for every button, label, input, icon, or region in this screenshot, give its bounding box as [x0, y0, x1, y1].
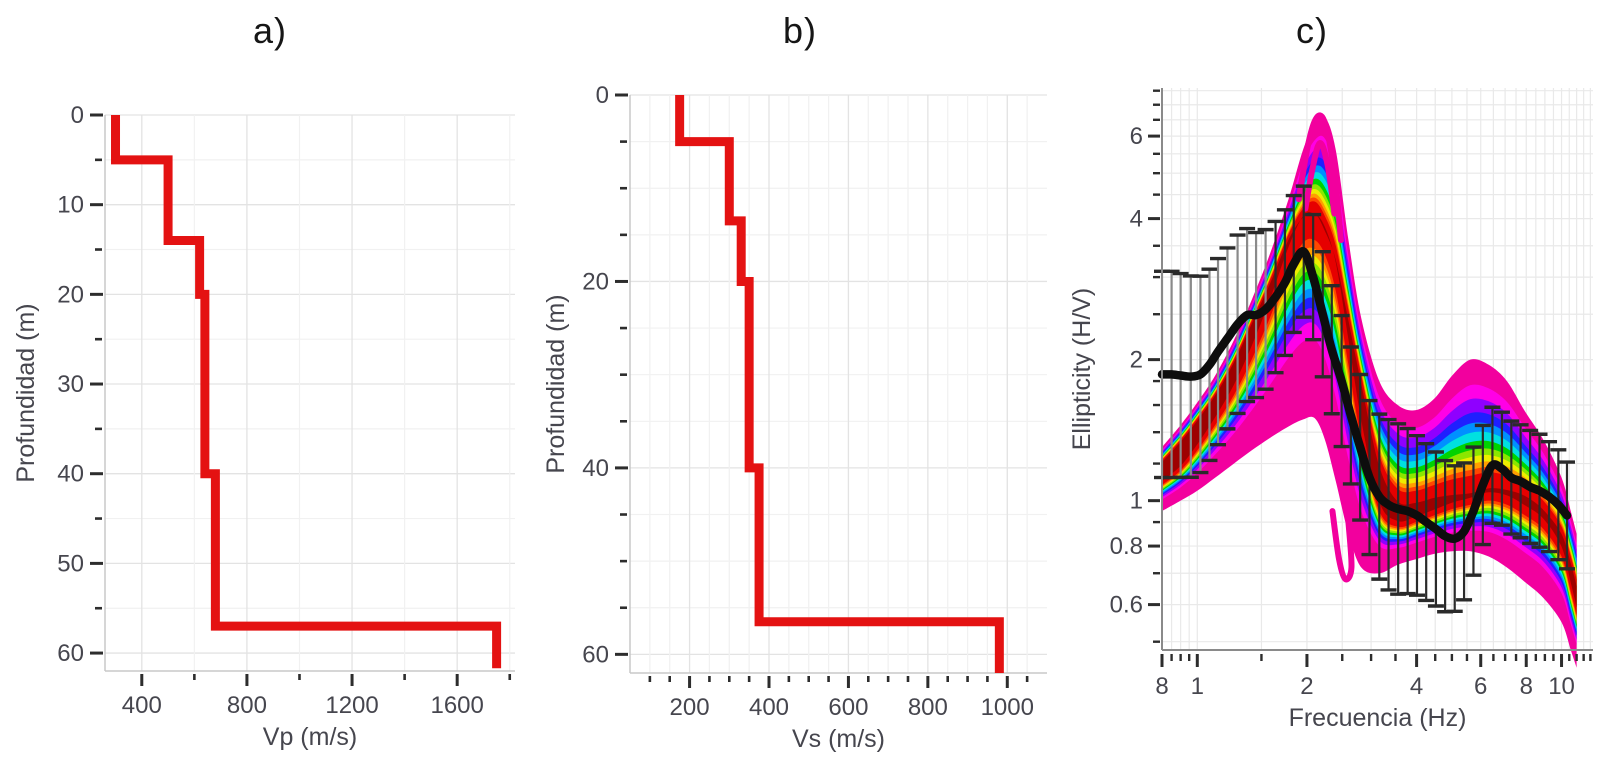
svg-text:10: 10 — [57, 192, 84, 219]
svg-text:20: 20 — [57, 281, 84, 308]
svg-text:2: 2 — [1300, 673, 1313, 700]
svg-text:8: 8 — [1155, 673, 1168, 700]
axis-labels: Vp (m/s) Profundidad (m) — [12, 303, 357, 751]
panel-a-title: a) — [252, 10, 287, 51]
svg-text:Frecuencia (Hz): Frecuencia (Hz) — [1289, 704, 1467, 732]
svg-text:0.6: 0.6 — [1110, 592, 1143, 619]
observed-hv-curve — [1157, 247, 1572, 544]
svg-text:400: 400 — [749, 694, 789, 721]
grid — [105, 114, 515, 671]
svg-text:1600: 1600 — [430, 692, 483, 719]
svg-text:0: 0 — [596, 82, 609, 109]
svg-text:10: 10 — [1548, 673, 1575, 700]
axis-labels: Vs (m/s) Profundidad (m) — [542, 294, 885, 753]
svg-text:40: 40 — [57, 461, 84, 488]
svg-text:20: 20 — [582, 268, 609, 295]
svg-text:800: 800 — [227, 692, 267, 719]
svg-text:1200: 1200 — [325, 692, 378, 719]
ellipticity-peak-loops — [1295, 112, 1355, 583]
axes — [629, 95, 1047, 674]
svg-text:200: 200 — [670, 694, 710, 721]
svg-text:40: 40 — [582, 455, 609, 482]
velocity-profile-line — [675, 95, 1004, 673]
svg-text:60: 60 — [582, 641, 609, 668]
svg-text:6: 6 — [1130, 123, 1143, 150]
svg-text:8: 8 — [1520, 673, 1533, 700]
axes — [104, 115, 515, 672]
svg-text:1000: 1000 — [981, 694, 1034, 721]
svg-text:6: 6 — [1474, 673, 1487, 700]
svg-text:30: 30 — [57, 371, 84, 398]
velocity-profile-line — [111, 115, 502, 669]
svg-text:Vs (m/s): Vs (m/s) — [792, 725, 885, 753]
axis-labels: Frecuencia (Hz) Ellipticity (H/V) — [1068, 288, 1466, 732]
vs-profile-chart: 0 20 40 60 200 400 600 800 1000 Vs (m/s) Profundid… — [542, 82, 1047, 753]
svg-text:2: 2 — [1130, 347, 1143, 374]
axes — [1161, 88, 1593, 651]
svg-text:600: 600 — [828, 694, 868, 721]
panel-c-title: c) — [1296, 10, 1328, 51]
panel-b-title: b) — [782, 10, 817, 51]
svg-text:Profundidad (m): Profundidad (m) — [542, 294, 570, 473]
svg-text:4: 4 — [1410, 673, 1423, 700]
svg-text:50: 50 — [57, 550, 84, 577]
vp-profile-chart: 0 10 20 30 40 50 60 400 800 1200 1600 Vp (m/s) Profu… — [12, 102, 515, 751]
grid — [630, 94, 1047, 673]
svg-text:Vp (m/s): Vp (m/s) — [263, 723, 357, 751]
ticks: 0 10 20 30 40 50 60 400 800 1200 1600 — [57, 102, 512, 719]
svg-text:400: 400 — [122, 692, 162, 719]
svg-text:1: 1 — [1191, 673, 1204, 700]
svg-text:Profundidad (m): Profundidad (m) — [12, 303, 40, 482]
ticks: 0 20 40 60 200 400 600 800 1000 — [582, 82, 1034, 721]
svg-text:800: 800 — [908, 694, 948, 721]
misfit-ensemble-fan — [1162, 114, 1577, 668]
svg-text:60: 60 — [57, 640, 84, 667]
svg-text:1: 1 — [1130, 488, 1143, 515]
svg-text:4: 4 — [1130, 206, 1143, 233]
svg-text:Ellipticity (H/V): Ellipticity (H/V) — [1068, 288, 1096, 451]
svg-text:0.8: 0.8 — [1110, 533, 1143, 560]
svg-text:0: 0 — [71, 102, 84, 129]
